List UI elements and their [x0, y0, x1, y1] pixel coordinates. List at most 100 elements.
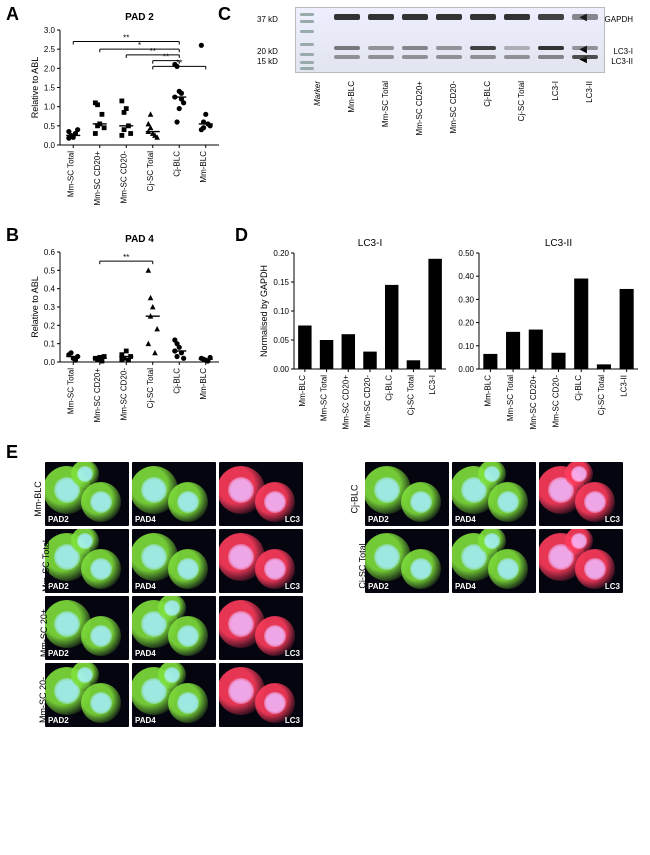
blot-band	[334, 14, 360, 20]
blot-band	[470, 46, 496, 50]
micrograph-row-label: Mm-BLC	[33, 481, 43, 517]
band-label: GAPDH	[605, 15, 633, 24]
micrograph-label: LC3	[285, 649, 300, 658]
panel-label-e: E	[6, 442, 18, 463]
svg-text:0.6: 0.6	[44, 248, 56, 257]
blot-band	[368, 55, 394, 59]
mw-label: 15 kD	[257, 57, 278, 66]
svg-text:Cj-BLC: Cj-BLC	[172, 368, 181, 394]
svg-text:2.5: 2.5	[44, 45, 56, 54]
panel-e-right-grid: PAD2PAD4LC3PAD2PAD4LC3	[365, 462, 623, 593]
svg-text:**: **	[176, 58, 182, 67]
svg-text:0.20: 0.20	[458, 319, 474, 328]
svg-text:0.00: 0.00	[458, 365, 474, 374]
svg-text:Mm-SC CD20-: Mm-SC CD20-	[119, 368, 128, 421]
micrograph-label: PAD4	[135, 515, 156, 524]
blot-band	[402, 46, 428, 50]
svg-text:LC3-II: LC3-II	[545, 238, 572, 249]
svg-text:1.0: 1.0	[44, 103, 56, 112]
micrograph-label: PAD4	[135, 649, 156, 658]
svg-text:0.30: 0.30	[458, 295, 474, 304]
svg-text:0.50: 0.50	[458, 249, 474, 258]
micrograph-label: LC3	[285, 716, 300, 725]
micrograph-cell: PAD2	[45, 663, 129, 727]
micrograph-label: PAD4	[135, 716, 156, 725]
lane-label: Mm-SC CD20-	[449, 81, 458, 133]
svg-text:Mm-SC CD20+: Mm-SC CD20+	[93, 151, 102, 206]
blot-band	[538, 46, 564, 50]
blot-band	[402, 55, 428, 59]
micrograph-cell: PAD2	[45, 462, 129, 526]
blot-band	[436, 55, 462, 59]
svg-text:LC3-I: LC3-I	[428, 375, 437, 395]
mw-label: 37 kD	[257, 15, 278, 24]
lane-label: Mm-BLC	[347, 81, 356, 113]
svg-text:Mm-BLC: Mm-BLC	[483, 375, 492, 407]
svg-text:Relative to ABL: Relative to ABL	[30, 57, 40, 119]
svg-text:Cj-SC Total: Cj-SC Total	[597, 375, 606, 416]
micrograph-cell: LC3	[219, 462, 303, 526]
svg-text:LC3-II: LC3-II	[620, 375, 629, 397]
micrograph-cell: LC3	[219, 663, 303, 727]
svg-text:0.2: 0.2	[44, 321, 56, 330]
blot-band	[368, 46, 394, 50]
panel-d-left-chart: LC3-I0.000.050.100.150.20Normalised by G…	[258, 235, 448, 435]
micrograph-label: PAD2	[48, 515, 69, 524]
svg-text:0.10: 0.10	[458, 342, 474, 351]
blot-band	[470, 55, 496, 59]
micrograph-cell: PAD4	[132, 596, 216, 660]
svg-text:**: **	[123, 34, 129, 43]
svg-text:Cj-BLC: Cj-BLC	[574, 375, 583, 401]
svg-text:PAD 2: PAD 2	[125, 12, 154, 23]
svg-text:Mm-SC Total: Mm-SC Total	[320, 375, 329, 421]
lane-label: Cj-SC Total	[517, 81, 526, 121]
micrograph-cell: LC3	[539, 462, 623, 526]
svg-text:*: *	[138, 41, 141, 50]
micrograph-label: LC3	[285, 515, 300, 524]
micrograph-cell: PAD4	[132, 529, 216, 593]
panel-label-b: B	[6, 225, 19, 246]
micrograph-label: LC3	[605, 582, 620, 591]
panel-label-a: A	[6, 4, 19, 25]
svg-text:0.20: 0.20	[273, 249, 289, 258]
svg-text:Cj-SC Total: Cj-SC Total	[146, 368, 155, 409]
svg-text:1.5: 1.5	[44, 84, 56, 93]
svg-text:Relative to ABL: Relative to ABL	[30, 276, 40, 338]
micrograph-cell: PAD4	[132, 462, 216, 526]
svg-text:0.5: 0.5	[44, 266, 56, 275]
svg-text:Cj-SC Total: Cj-SC Total	[406, 375, 415, 416]
svg-text:Mm-SC CD20-: Mm-SC CD20-	[363, 375, 372, 428]
micrograph-label: PAD2	[48, 716, 69, 725]
micrograph-label: PAD4	[455, 515, 476, 524]
svg-text:**: **	[163, 53, 169, 62]
micrograph-row-label: Cj-SC Total	[358, 543, 368, 588]
svg-text:Cj-BLC: Cj-BLC	[385, 375, 394, 401]
panel-b-chart: PAD 40.00.10.20.30.40.50.6Relative to AB…	[28, 230, 223, 430]
blot-band	[334, 55, 360, 59]
blot-band	[538, 14, 564, 20]
micrograph-label: LC3	[285, 582, 300, 591]
micrograph-cell: PAD4	[452, 462, 536, 526]
svg-text:0.15: 0.15	[273, 278, 289, 287]
micrograph-cell: PAD2	[365, 529, 449, 593]
svg-text:Mm-SC CD20-: Mm-SC CD20-	[119, 151, 128, 204]
micrograph-row-label: Cj-BLC	[350, 484, 360, 513]
blot-band	[504, 55, 530, 59]
lane-label: Mm-SC Total	[381, 81, 390, 127]
micrograph-cell: PAD4	[452, 529, 536, 593]
panel-c-blot: 37 kD20 kD15 kD◀GAPDH◀LC3-I◀LC3-IIMarker…	[255, 5, 635, 205]
panel-a-chart: PAD 20.00.51.01.52.02.53.0Relative to AB…	[28, 8, 223, 213]
svg-text:Mm-BLC: Mm-BLC	[298, 375, 307, 407]
svg-text:Mm-BLC: Mm-BLC	[199, 151, 208, 183]
svg-text:2.0: 2.0	[44, 64, 56, 73]
blot-band	[572, 55, 598, 59]
svg-text:0.0: 0.0	[44, 141, 56, 150]
band-label: LC3-I	[613, 47, 633, 56]
micrograph-label: PAD2	[368, 582, 389, 591]
svg-text:**: **	[150, 47, 156, 56]
band-label: LC3-II	[611, 57, 633, 66]
micrograph-cell: PAD2	[45, 596, 129, 660]
panel-d-right-chart: LC3-II0.000.100.200.300.400.50Mm-BLCMm-S…	[455, 235, 640, 435]
micrograph-cell: LC3	[539, 529, 623, 593]
micrograph-label: PAD2	[368, 515, 389, 524]
